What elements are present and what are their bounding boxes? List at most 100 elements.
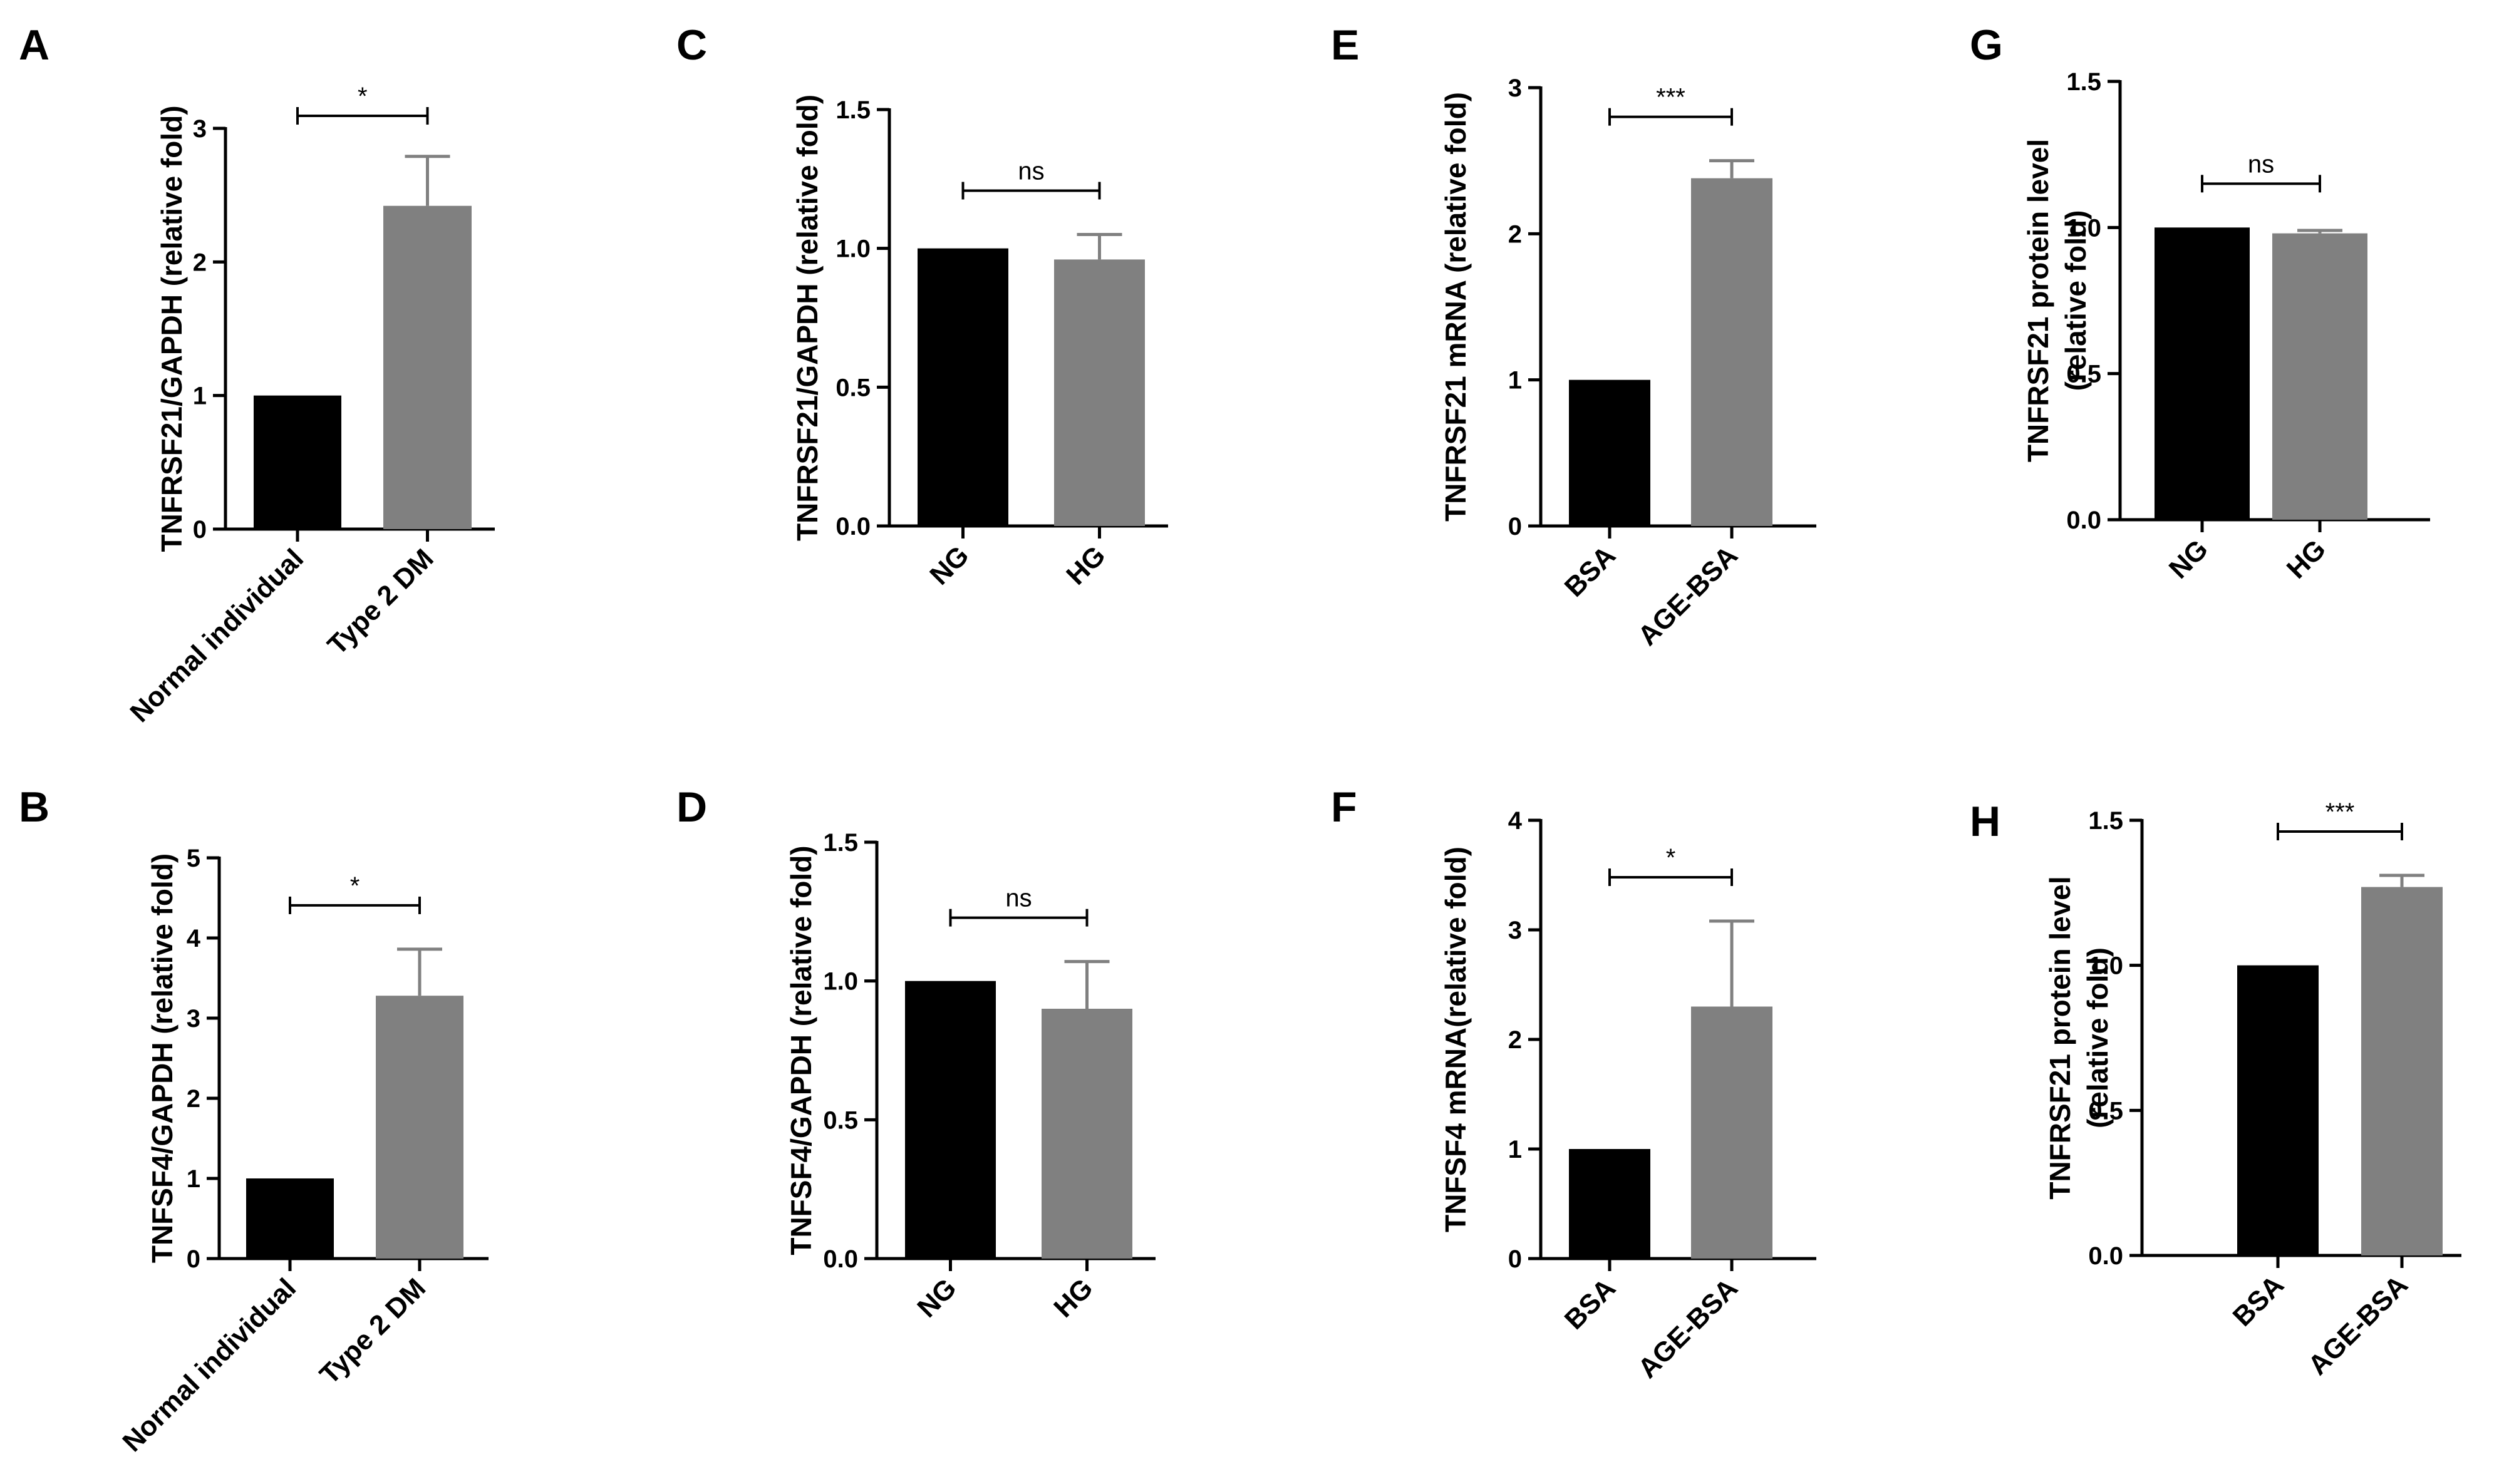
bar-d-1 [905,981,996,1259]
category-label-c-2: HG [1060,540,1111,590]
category-label-h-2: AGE-BSA [2302,1269,2414,1381]
y-tick-label-f: 3 [1508,917,1522,944]
category-label-g-1: NG [2163,533,2214,584]
y-axis-label-c: TNFRSF21/GAPDH (relative fold) [791,95,824,541]
bar-g-2 [2272,233,2367,520]
category-label-a-1: Normal individual [124,543,309,728]
y-tick-label-f: 1 [1508,1136,1522,1163]
bar-e-2 [1691,178,1772,527]
category-label-a-2: Type 2 DM [322,543,440,661]
category-label-d-1: NG [911,1272,962,1323]
bar-g-1 [2155,227,2250,520]
significance-label-g: ns [2248,150,2274,178]
bar-f-2 [1691,1006,1772,1259]
y-tick-label-b: 5 [187,845,200,872]
significance-label-h: *** [2326,798,2355,826]
bar-a-1 [254,395,341,529]
category-label-b-1: Normal individual [116,1272,302,1458]
y-tick-label-d: 1.5 [823,829,858,857]
category-label-c-1: NG [924,540,975,590]
y-tick-label-e: 1 [1508,367,1522,394]
panel-letter-d: D [676,783,707,831]
y-axis-label-a: TNFRSF21/GAPDH (relative fold) [155,105,188,552]
significance-label-f: * [1666,844,1676,872]
y-axis-label-g: TNFRSF21 protein level [2022,139,2054,462]
bar-a-2 [383,205,472,529]
y-tick-label-c: 0.0 [836,513,871,540]
y-tick-label-g: 1.5 [2066,68,2101,96]
bar-b-2 [376,996,463,1259]
panel-g: G 0.0 0.5 1.0 1.5 TNFRSF21 protein level (rela… [1970,21,2430,585]
y-tick-label-g: 1.0 [2066,214,2101,242]
bar-h-1 [2237,965,2319,1255]
y-tick-label-d: 0.0 [823,1245,858,1273]
category-label-g-2: HG [2281,533,2332,584]
bar-h-2 [2361,887,2443,1255]
y-tick-label-g: 0.0 [2066,507,2101,534]
panel-h: H 0.0 0.5 1.0 1.5 TNFRSF21 protein level (rela… [1970,798,2461,1381]
category-label-e-1: BSA [1559,540,1622,602]
significance-label-e: *** [1656,84,1685,111]
y-tick-label-f: 2 [1508,1026,1522,1054]
y-tick-label-f: 0 [1508,1245,1522,1273]
significance-label-a: * [358,83,368,110]
bar-d-2 [1042,1009,1132,1259]
y-tick-label-d: 0.5 [823,1106,858,1134]
panel-letter-h: H [1970,798,2000,845]
y-tick-label-e: 2 [1508,220,1522,248]
y-tick-label-a: 1 [193,383,207,410]
y-tick-label-h: 0.5 [2088,1097,2123,1125]
y-tick-label-b: 2 [187,1085,200,1113]
bar-b-1 [246,1178,334,1259]
y-tick-label-a: 0 [193,516,207,544]
y-tick-label-d: 1.0 [823,968,858,996]
y-tick-label-b: 1 [187,1165,200,1193]
y-tick-label-e: 3 [1508,75,1522,102]
y-tick-label-b: 3 [187,1005,200,1033]
y-tick-label-b: 0 [187,1245,200,1273]
panel-b: B 0 1 2 3 4 5 TNFSF4/GAPDH (relative fold) Norma… [19,783,489,1458]
y-tick-label-f: 4 [1508,807,1523,835]
y-tick-label-h: 1.0 [2088,952,2123,980]
y-axis-label-f: TNFSF4 mRNA(relative fold) [1439,847,1472,1232]
y-tick-label-h: 1.5 [2088,807,2123,835]
y-axis-label-d: TNFSF4/GAPDH (relative fold) [785,845,817,1255]
y-axis-label-b: TNFSF4/GAPDH (relative fold) [146,853,178,1263]
category-label-d-2: HG [1048,1272,1099,1323]
panel-letter-e: E [1331,21,1359,69]
panel-letter-a: A [19,21,49,69]
y-tick-label-a: 2 [193,249,207,276]
bar-c-1 [918,248,1008,526]
significance-label-b: * [350,872,360,900]
panel-c: C 0.0 0.5 1.0 1.5 TNFRSF21/GAPDH (relative fo… [676,21,1168,591]
y-axis-label-h: (relative fold) [2081,947,2114,1128]
category-label-f-2: AGE-BSA [1632,1272,1744,1384]
bar-f-1 [1569,1149,1650,1259]
y-tick-label-c: 1.0 [836,235,871,263]
y-tick-label-c: 1.5 [836,96,871,124]
y-axis-label-e: TNFRSF21 mRNA (relative fold) [1439,92,1472,522]
y-tick-label-g: 0.5 [2066,361,2101,388]
y-axis-label-h: TNFRSF21 protein level [2044,876,2076,1199]
y-axis-label-g: (relative fold) [2059,210,2092,391]
y-tick-label-e: 0 [1508,513,1522,540]
category-label-h-1: BSA [2227,1269,2290,1332]
y-tick-label-h: 0.0 [2088,1242,2123,1270]
panel-e: E 0 1 2 3 TNFRSF21 mRNA (relative fold) BSA AGE… [1331,21,1816,652]
significance-label-d: ns [1005,885,1032,912]
panel-letter-c: C [676,21,707,69]
category-label-b-2: Type 2 DM [314,1272,432,1390]
panel-letter-g: G [1970,21,2003,69]
category-label-e-2: AGE-BSA [1632,540,1744,651]
panel-letter-f: F [1331,783,1357,831]
y-tick-label-a: 3 [193,115,207,143]
panel-f: F 0 1 2 3 4 TNFSF4 mRNA(relative fold) BSA AGE-B… [1331,783,1816,1384]
bar-c-2 [1054,259,1145,526]
y-tick-label-b: 4 [187,925,201,952]
bar-e-1 [1569,379,1650,526]
significance-label-c: ns [1018,158,1044,185]
category-label-f-1: BSA [1559,1272,1622,1335]
